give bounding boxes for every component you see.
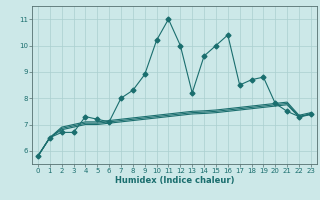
X-axis label: Humidex (Indice chaleur): Humidex (Indice chaleur) xyxy=(115,176,234,185)
